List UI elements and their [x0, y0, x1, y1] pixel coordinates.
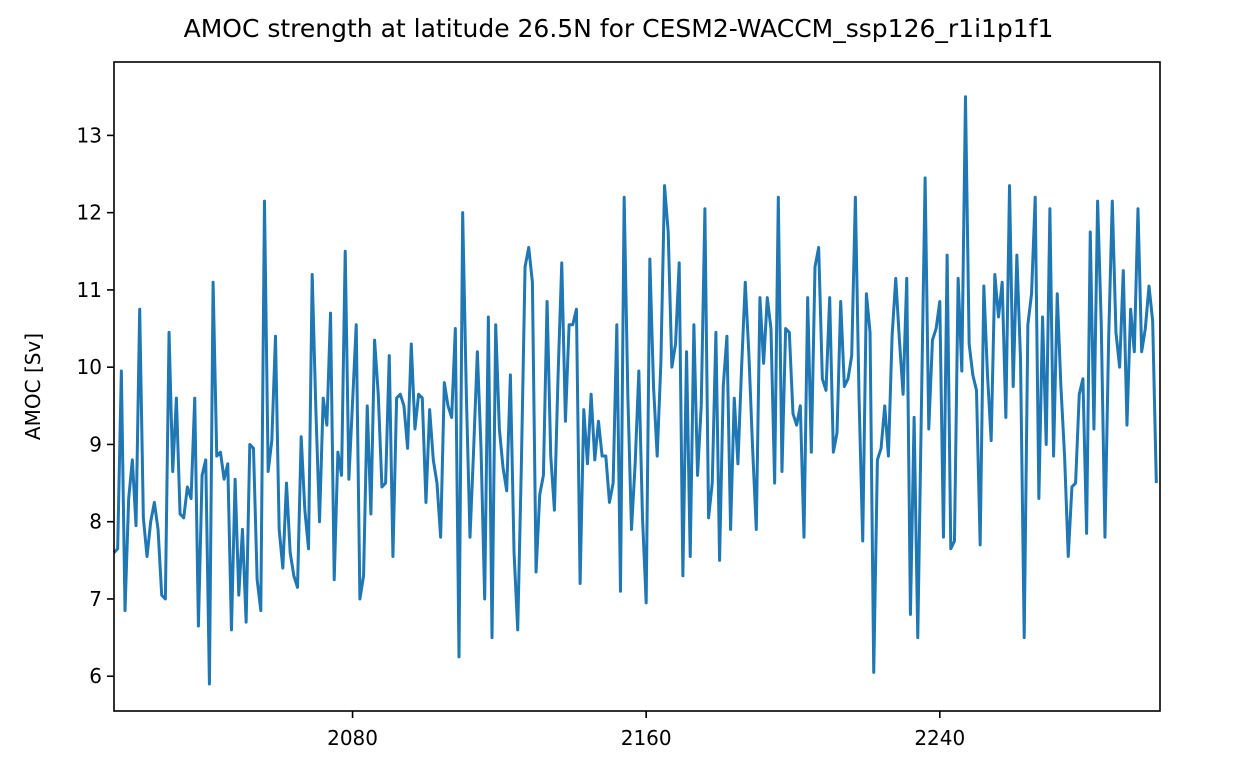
y-axis-label: AMOC [Sv] [21, 333, 45, 440]
y-tick-label: 13 [77, 123, 102, 147]
x-tick-label: 2160 [621, 726, 672, 750]
axes-frame [113, 61, 1161, 712]
chart-title: AMOC strength at latitude 26.5N for CESM… [183, 14, 1054, 43]
ticks: 2080 2160 2240 6 7 8 9 10 11 12 13 [77, 123, 966, 750]
y-tick-label: 6 [89, 664, 102, 688]
x-tick-label: 2240 [914, 726, 965, 750]
y-tick-label: 7 [89, 587, 102, 611]
y-tick-label: 8 [89, 510, 102, 534]
x-tick-label: 2080 [327, 726, 378, 750]
y-tick-label: 10 [77, 355, 102, 379]
y-tick-label: 9 [89, 432, 102, 456]
y-tick-label: 12 [77, 201, 102, 225]
y-tick-label: 11 [77, 278, 102, 302]
amoc-series-line [112, 95, 1158, 686]
